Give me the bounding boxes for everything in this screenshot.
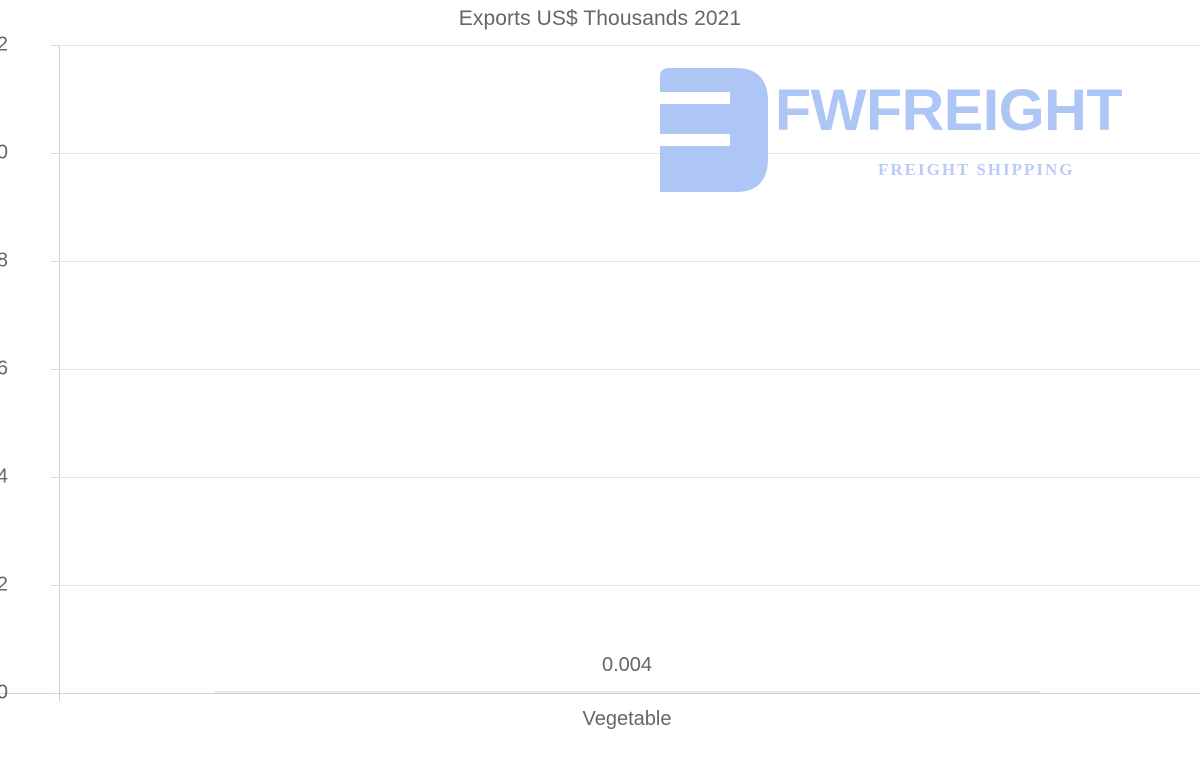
gridline-0-2 bbox=[59, 585, 1200, 586]
gridline-0-6 bbox=[59, 369, 1200, 370]
data-label-vegetable: 0.004 bbox=[601, 654, 653, 676]
y-tick-label-0-8: 0,8 bbox=[0, 249, 8, 272]
y-tick-label-0-2: 0,2 bbox=[0, 573, 8, 596]
y-tick-1-2 bbox=[51, 45, 59, 46]
bar-vegetable[interactable] bbox=[215, 691, 1040, 693]
y-tick-0-6 bbox=[51, 369, 59, 370]
x-axis-category-vegetable: Vegetable bbox=[582, 708, 672, 730]
gridline-1-0 bbox=[59, 153, 1200, 154]
y-tick-0-4 bbox=[51, 477, 59, 478]
gridline-1-2 bbox=[59, 45, 1200, 46]
y-tick-0 bbox=[51, 693, 59, 694]
x-axis-line bbox=[0, 693, 1200, 694]
y-tick-label-0-4: 0,4 bbox=[0, 465, 8, 488]
y-tick-label-0-6: 0,6 bbox=[0, 357, 8, 380]
y-tick-label-0: 0 bbox=[0, 681, 8, 704]
chart-title: Exports US$ Thousands 2021 bbox=[458, 7, 742, 30]
y-tick-0-2 bbox=[51, 585, 59, 586]
y-tick-0-8 bbox=[51, 261, 59, 262]
gridline-0-8 bbox=[59, 261, 1200, 262]
y-tick-1-0 bbox=[51, 153, 59, 154]
y-axis-line bbox=[59, 45, 60, 701]
y-tick-label-1-2: 1,2 bbox=[0, 33, 8, 56]
gridline-0-4 bbox=[59, 477, 1200, 478]
plot-area bbox=[51, 45, 1200, 694]
y-tick-label-1-0: 1,0 bbox=[0, 141, 8, 164]
